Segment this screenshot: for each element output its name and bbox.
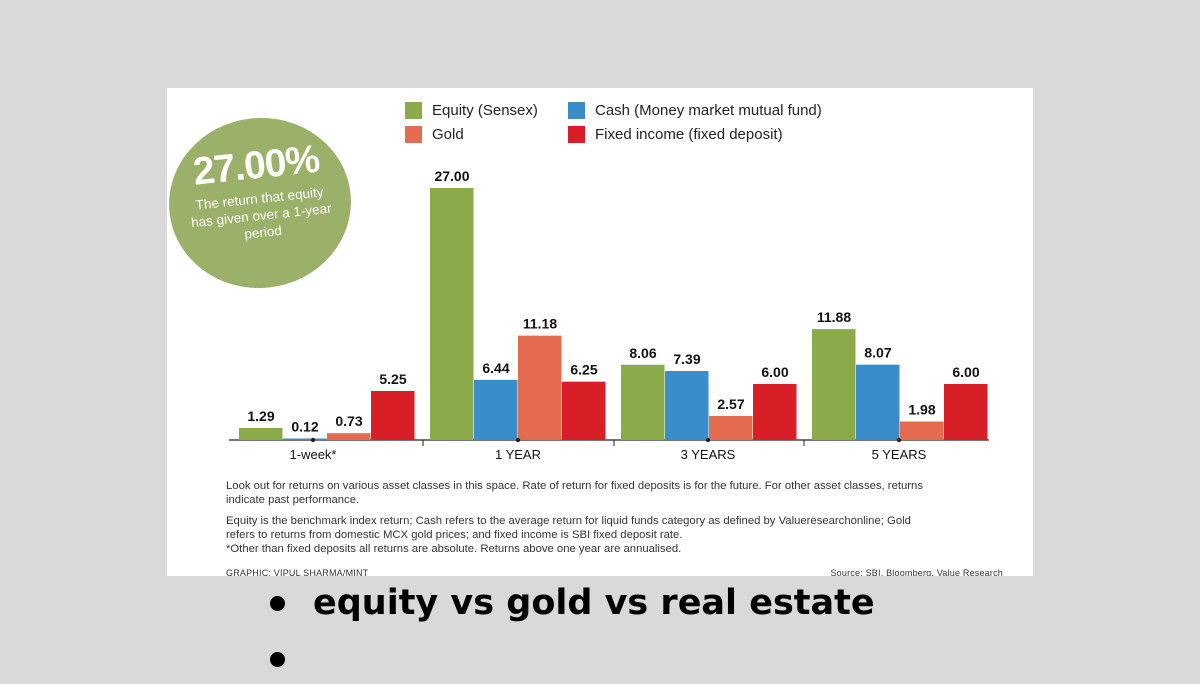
data-label: 2.57 — [717, 396, 744, 412]
legend-equity: Equity (Sensex) — [405, 102, 538, 119]
x-tick-mark — [896, 437, 902, 443]
bar — [371, 391, 415, 440]
data-label: 11.18 — [523, 316, 557, 332]
data-label: 27.00 — [434, 168, 469, 184]
data-label: 1.98 — [908, 402, 935, 418]
data-label: 8.06 — [629, 345, 656, 361]
bar — [327, 433, 371, 440]
bar — [753, 384, 797, 440]
bar-chart: 1.29 0.12 0.73 5.25 1-week* 27.00 6.44 11.18 6.2… — [229, 168, 989, 462]
x-tick-mark — [515, 437, 521, 443]
legend-label-cash: Cash (Money market mutual fund) — [595, 102, 822, 119]
data-label: 5.25 — [379, 371, 406, 387]
bullet-text: equity vs gold vs real estate — [313, 583, 875, 623]
bullet-list: equity vs gold vs real estate — [270, 578, 875, 684]
bar — [621, 364, 665, 440]
legend-cash: Cash (Money market mutual fund) — [568, 102, 822, 119]
note-2: Equity is the benchmark index return; Ca… — [226, 515, 911, 541]
legend-swatch-cash — [568, 102, 585, 119]
bullet-item — [270, 634, 875, 684]
bar — [283, 438, 327, 440]
bar — [239, 427, 283, 440]
bar — [812, 329, 856, 440]
x-tick-mark — [705, 437, 711, 443]
bullet-item: equity vs gold vs real estate — [270, 578, 875, 628]
chart-card: 27.00% The return that equity has given … — [167, 88, 1033, 576]
graphic-credit: GRAPHIC: VIPUL SHARMA/MINT — [226, 568, 369, 576]
data-label: 6.44 — [482, 360, 509, 376]
x-tick-label: 1-week* — [290, 447, 337, 462]
x-tick-label: 1 YEAR — [495, 447, 541, 462]
data-label: 11.88 — [817, 309, 851, 325]
legend-swatch-fixed — [568, 126, 585, 143]
legend-label-fixed: Fixed income (fixed deposit) — [595, 126, 783, 143]
data-label: 7.39 — [673, 351, 700, 367]
data-label: 8.07 — [864, 345, 891, 361]
data-label: 0.73 — [335, 413, 362, 429]
legend-label-gold: Gold — [432, 126, 464, 143]
note-3: *Other than fixed deposits all returns a… — [226, 543, 682, 555]
bar — [944, 384, 988, 440]
bar — [665, 371, 709, 440]
x-tick-label: 3 YEARS — [681, 447, 736, 462]
data-label: 1.29 — [247, 408, 274, 424]
bar — [430, 188, 474, 440]
data-label: 6.25 — [570, 362, 597, 378]
note-1: Look out for returns on various asset cl… — [226, 480, 923, 506]
x-tick-label: 5 YEARS — [872, 447, 927, 462]
data-label: 6.00 — [952, 364, 979, 380]
bar — [474, 379, 518, 440]
legend-label-equity: Equity (Sensex) — [432, 102, 538, 119]
bar — [709, 416, 753, 440]
bullet-dot-icon — [270, 651, 285, 667]
legend-fixed: Fixed income (fixed deposit) — [568, 126, 783, 143]
bar — [518, 335, 562, 440]
bar — [562, 381, 606, 440]
legend-swatch-gold — [405, 126, 422, 143]
source-credit: Source: SBI, Bloomberg, Value Research — [830, 568, 1003, 576]
data-label: 0.12 — [291, 419, 318, 435]
legend-swatch-equity — [405, 102, 422, 119]
bullet-dot-icon — [270, 595, 285, 611]
bar — [856, 364, 900, 440]
legend-gold: Gold — [405, 126, 464, 143]
bar — [900, 421, 944, 440]
x-tick-mark — [310, 437, 316, 443]
data-label: 6.00 — [761, 364, 788, 380]
